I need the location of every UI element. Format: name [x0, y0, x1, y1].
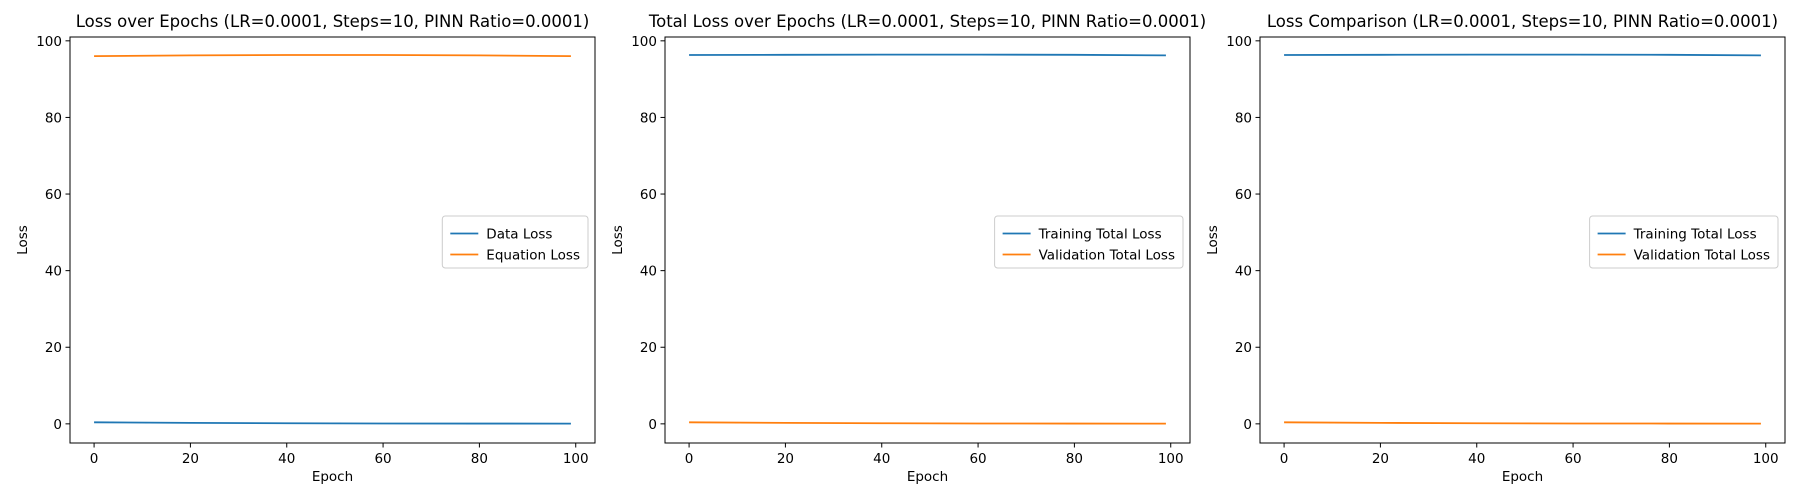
axes-frame: [664, 36, 1191, 444]
y-tick-label: 0: [53, 417, 62, 433]
legend-entry-data-loss: Data Loss: [486, 227, 552, 243]
legend-entry-validation-total-loss: Validation Total Loss: [1039, 248, 1175, 264]
x-tick-label: 20: [777, 451, 794, 467]
y-tick-label: 60: [640, 187, 657, 203]
y-tick-label: 40: [640, 264, 657, 280]
x-tick-label: 100: [563, 451, 589, 467]
y-tick-label: 20: [45, 340, 62, 356]
x-tick-label: 20: [1372, 451, 1389, 467]
y-tick-label: 100: [36, 34, 62, 50]
legend-entry-training-total-loss: Training Total Loss: [1633, 227, 1757, 243]
legend-entry-equation-loss: Equation Loss: [486, 248, 580, 264]
x-tick-label: 100: [1753, 451, 1779, 467]
series-line-equation-loss: [94, 54, 571, 58]
x-axis-label: Epoch: [312, 469, 353, 485]
y-tick-label: 80: [1235, 110, 1252, 126]
x-tick-label: 0: [685, 451, 694, 467]
x-tick-label: 40: [1468, 451, 1485, 467]
x-tick-label: 80: [471, 451, 488, 467]
chart-title: Loss Comparison (LR=0.0001, Steps=10, PI…: [1267, 12, 1778, 31]
series-line-validation-total-loss: [1284, 421, 1761, 425]
x-tick-label: 80: [1661, 451, 1678, 467]
x-axis-label: Epoch: [1502, 469, 1543, 485]
legend: [1589, 215, 1779, 269]
y-tick-label: 20: [1235, 340, 1252, 356]
y-axis-label: Loss: [610, 225, 626, 255]
x-tick-label: 60: [969, 451, 986, 467]
x-tick-label: 100: [1158, 451, 1184, 467]
x-tick-label: 80: [1066, 451, 1083, 467]
y-tick-label: 100: [631, 34, 657, 50]
x-tick-label: 0: [90, 451, 99, 467]
series-line-data-loss: [94, 421, 571, 425]
x-tick-label: 60: [1564, 451, 1581, 467]
panel-total-loss-over-epochs: 0 20 40 60 80 100 0 20 40 60 80 100 Total Loss over…: [610, 12, 1206, 485]
legend: [441, 215, 589, 269]
y-axis-label: Loss: [1205, 225, 1221, 255]
legend-entry-validation-total-loss: Validation Total Loss: [1634, 248, 1770, 264]
y-axis-label: Loss: [15, 225, 31, 255]
x-axis-label: Epoch: [907, 469, 948, 485]
y-tick-label: 80: [45, 110, 62, 126]
panel-loss-over-epochs: 0 20 40 60 80 100 0 20 40 60 80 100 Loss over Epoch…: [15, 12, 596, 485]
chart-title: Total Loss over Epochs (LR=0.0001, Steps…: [648, 12, 1206, 31]
x-tick-label: 40: [278, 451, 295, 467]
axes-frame: [1259, 36, 1786, 444]
y-tick-label: 60: [45, 187, 62, 203]
y-tick-label: 20: [640, 340, 657, 356]
y-tick-label: 0: [1243, 417, 1252, 433]
series-line-training-total-loss: [1284, 53, 1761, 57]
series-line-validation-total-loss: [689, 421, 1166, 425]
axes-frame: [69, 36, 596, 444]
x-tick-label: 20: [182, 451, 199, 467]
x-tick-label: 60: [374, 451, 391, 467]
x-tick-label: 40: [873, 451, 890, 467]
legend-entry-training-total-loss: Training Total Loss: [1038, 227, 1162, 243]
y-tick-label: 40: [1235, 264, 1252, 280]
y-tick-label: 100: [1226, 34, 1252, 50]
y-tick-label: 0: [648, 417, 657, 433]
y-tick-label: 80: [640, 110, 657, 126]
panel-loss-comparison: 0 20 40 60 80 100 0 20 40 60 80 100 Loss Comparison…: [1205, 12, 1786, 485]
y-tick-label: 60: [1235, 187, 1252, 203]
chart-title: Loss over Epochs (LR=0.0001, Steps=10, P…: [76, 12, 590, 31]
series-line-training-total-loss: [689, 53, 1166, 57]
y-tick-label: 40: [45, 264, 62, 280]
legend: [994, 215, 1184, 269]
x-tick-label: 0: [1280, 451, 1289, 467]
